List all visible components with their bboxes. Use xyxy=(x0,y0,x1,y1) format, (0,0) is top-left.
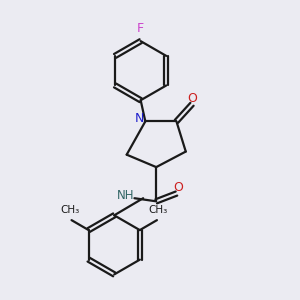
Text: F: F xyxy=(137,22,144,35)
Text: N: N xyxy=(135,112,144,125)
Text: O: O xyxy=(173,181,183,194)
Text: CH₃: CH₃ xyxy=(60,206,80,215)
Text: CH₃: CH₃ xyxy=(149,206,168,215)
Text: O: O xyxy=(187,92,197,105)
Text: NH: NH xyxy=(117,189,134,202)
